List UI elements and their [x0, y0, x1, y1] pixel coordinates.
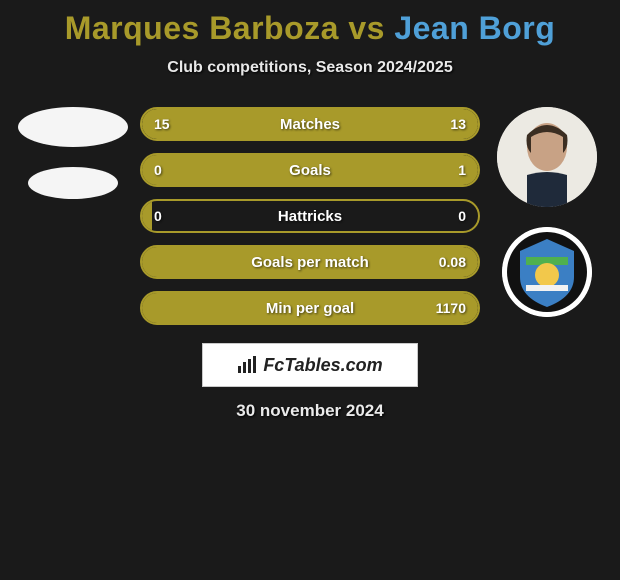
player2-name: Jean Borg	[394, 10, 555, 46]
player1-avatar	[18, 107, 128, 147]
stat-value-right: 1170	[436, 300, 466, 316]
stat-fill-left	[142, 201, 152, 231]
left-column	[18, 107, 128, 199]
brand-text: FcTables.com	[263, 355, 382, 376]
stat-value-left: 15	[154, 116, 170, 132]
comparison-area: Matches 15 13 Goals 0 1 Hattricks 0 0 Goals per m…	[0, 107, 620, 325]
shield-icon	[502, 227, 592, 317]
player2-club-logo	[502, 227, 592, 317]
stat-row: Min per goal 1170	[140, 291, 480, 325]
stat-label: Matches	[280, 116, 340, 133]
stat-value-right: 0	[458, 208, 466, 224]
stat-row: Hattricks 0 0	[140, 199, 480, 233]
player1-name: Marques Barboza	[65, 10, 339, 46]
stat-value-right: 0.08	[439, 254, 466, 270]
subtitle: Club competitions, Season 2024/2025	[0, 59, 620, 77]
brand-logo: FcTables.com	[237, 355, 382, 376]
player1-club-logo	[28, 167, 118, 199]
stat-row: Goals per match 0.08	[140, 245, 480, 279]
date-text: 30 november 2024	[0, 401, 620, 421]
stat-label: Hattricks	[278, 208, 342, 225]
stat-value-left: 0	[154, 162, 162, 178]
stat-row: Matches 15 13	[140, 107, 480, 141]
person-icon	[497, 107, 597, 207]
stat-row: Goals 0 1	[140, 153, 480, 187]
comparison-infographic: Marques Barboza vs Jean Borg Club compet…	[0, 0, 620, 421]
stat-value-right: 1	[458, 162, 466, 178]
player2-avatar	[497, 107, 597, 207]
stat-value-right: 13	[450, 116, 466, 132]
vs-text: vs	[348, 10, 385, 46]
page-title: Marques Barboza vs Jean Borg	[0, 10, 620, 47]
stat-label: Min per goal	[266, 300, 354, 317]
brand-box: FcTables.com	[202, 343, 418, 387]
bars-icon	[237, 356, 259, 374]
stat-bars: Matches 15 13 Goals 0 1 Hattricks 0 0 Goals per m…	[140, 107, 480, 325]
stat-label: Goals	[289, 162, 331, 179]
stat-label: Goals per match	[251, 254, 369, 271]
stat-value-left: 0	[154, 208, 162, 224]
stat-fill-left	[142, 155, 152, 185]
right-column	[492, 107, 602, 317]
